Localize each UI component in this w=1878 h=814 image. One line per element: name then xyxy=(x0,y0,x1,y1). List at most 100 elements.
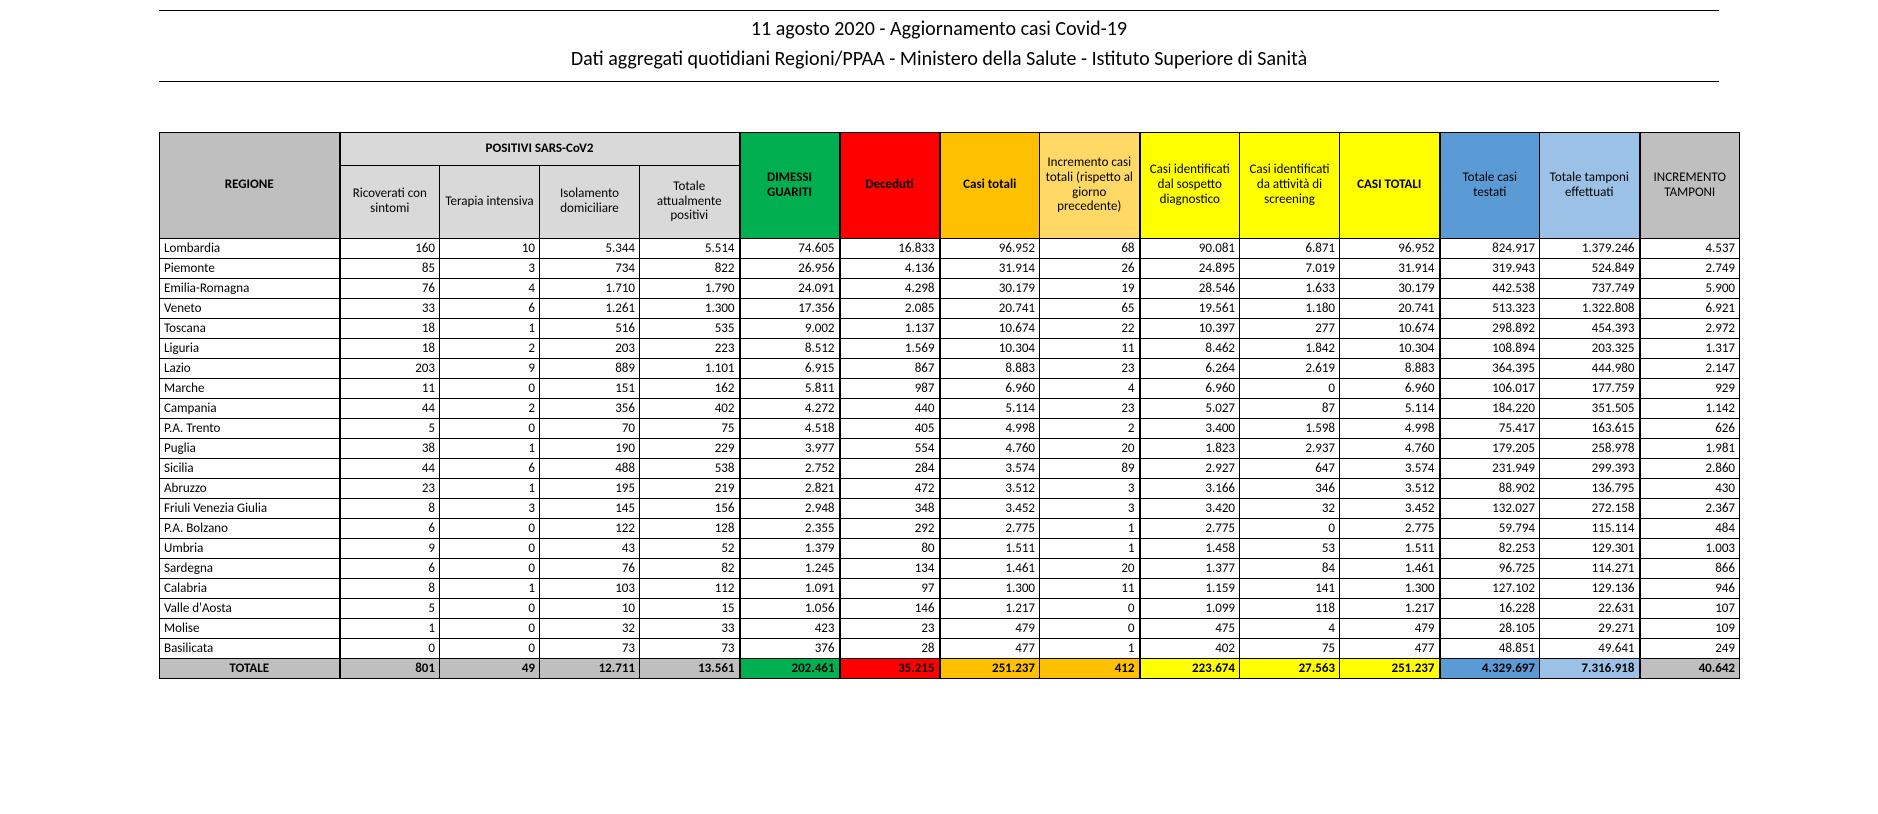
hdr-ricoverati: Ricoverati con sintomi xyxy=(340,166,440,239)
num-cell: 866 xyxy=(1640,559,1740,579)
hdr-screening: Casi identificati da attività di screeni… xyxy=(1240,133,1340,239)
num-cell: 4.537 xyxy=(1640,239,1740,259)
num-cell: 5.114 xyxy=(940,399,1040,419)
num-cell: 1.981 xyxy=(1640,439,1740,459)
num-cell: 109 xyxy=(1640,619,1740,639)
num-cell: 1.377 xyxy=(1140,559,1240,579)
num-cell: 107 xyxy=(1640,599,1740,619)
num-cell: 203 xyxy=(540,339,640,359)
num-cell: 4.298 xyxy=(840,279,940,299)
num-cell: 2.775 xyxy=(940,519,1040,539)
num-cell: 4.329.697 xyxy=(1440,659,1540,679)
table-row: Abruzzo2311952192.8214723.51233.1663463.… xyxy=(160,479,1740,499)
num-cell: 3.166 xyxy=(1140,479,1240,499)
num-cell: 202.461 xyxy=(740,659,840,679)
hdr-tamponi: Totale tamponi effettuati xyxy=(1540,133,1640,239)
table-row: Lombardia160105.3445.51474.60516.83396.9… xyxy=(160,239,1740,259)
num-cell: 292 xyxy=(840,519,940,539)
num-cell: 28.105 xyxy=(1440,619,1540,639)
title-line-2: Dati aggregati quotidiani Regioni/PPAA -… xyxy=(159,47,1719,71)
num-cell: 32 xyxy=(1240,499,1340,519)
num-cell: 132.027 xyxy=(1440,499,1540,519)
title-block: 11 agosto 2020 - Aggiornamento casi Covi… xyxy=(159,10,1719,82)
num-cell: 6 xyxy=(440,459,540,479)
table-row: Emilia-Romagna7641.7101.79024.0914.29830… xyxy=(160,279,1740,299)
num-cell: 49.641 xyxy=(1540,639,1640,659)
table-row: P.A. Trento5070754.5184054.99823.4001.59… xyxy=(160,419,1740,439)
num-cell: 7.019 xyxy=(1240,259,1340,279)
num-cell: 184.220 xyxy=(1440,399,1540,419)
num-cell: 23 xyxy=(340,479,440,499)
num-cell: 272.158 xyxy=(1540,499,1640,519)
num-cell: 68 xyxy=(1040,239,1140,259)
num-cell: 4.760 xyxy=(1340,439,1440,459)
num-cell: 146 xyxy=(840,599,940,619)
num-cell: 1.261 xyxy=(540,299,640,319)
num-cell: 70 xyxy=(540,419,640,439)
num-cell: 1.842 xyxy=(1240,339,1340,359)
num-cell: 0 xyxy=(440,539,540,559)
num-cell: 112 xyxy=(640,579,740,599)
num-cell: 1 xyxy=(1040,539,1140,559)
num-cell: 299.393 xyxy=(1540,459,1640,479)
num-cell: 554 xyxy=(840,439,940,459)
num-cell: 348 xyxy=(840,499,940,519)
num-cell: 8 xyxy=(340,579,440,599)
num-cell: 103 xyxy=(540,579,640,599)
num-cell: 5 xyxy=(340,599,440,619)
num-cell: 9 xyxy=(340,539,440,559)
num-cell: 1 xyxy=(440,439,540,459)
num-cell: 3.452 xyxy=(1340,499,1440,519)
num-cell: 3.400 xyxy=(1140,419,1240,439)
num-cell: 27.563 xyxy=(1240,659,1340,679)
num-cell: 90.081 xyxy=(1140,239,1240,259)
num-cell: 106.017 xyxy=(1440,379,1540,399)
table-row: P.A. Bolzano601221282.3552922.77512.7750… xyxy=(160,519,1740,539)
num-cell: 75 xyxy=(640,419,740,439)
num-cell: 889 xyxy=(540,359,640,379)
num-cell: 10.304 xyxy=(1340,339,1440,359)
num-cell: 442.538 xyxy=(1440,279,1540,299)
num-cell: 1.180 xyxy=(1240,299,1340,319)
num-cell: 4 xyxy=(1240,619,1340,639)
num-cell: 319.943 xyxy=(1440,259,1540,279)
num-cell: 24.091 xyxy=(740,279,840,299)
region-cell: Campania xyxy=(160,399,340,419)
num-cell: 8 xyxy=(340,499,440,519)
num-cell: 10.674 xyxy=(940,319,1040,339)
num-cell: 364.395 xyxy=(1440,359,1540,379)
table-row: Umbria9043521.379801.51111.458531.51182.… xyxy=(160,539,1740,559)
num-cell: 6 xyxy=(340,559,440,579)
num-cell: 11 xyxy=(1040,579,1140,599)
num-cell: 73 xyxy=(640,639,740,659)
num-cell: 2 xyxy=(440,399,540,419)
num-cell: 1.569 xyxy=(840,339,940,359)
num-cell: 52 xyxy=(640,539,740,559)
num-cell: 6 xyxy=(440,299,540,319)
num-cell: 5.900 xyxy=(1640,279,1740,299)
num-cell: 1 xyxy=(440,319,540,339)
num-cell: 223 xyxy=(640,339,740,359)
num-cell: 1.511 xyxy=(940,539,1040,559)
num-cell: 44 xyxy=(340,459,440,479)
table-row: Liguria1822032238.5121.56910.304118.4621… xyxy=(160,339,1740,359)
region-cell: P.A. Trento xyxy=(160,419,340,439)
num-cell: 23 xyxy=(1040,399,1140,419)
num-cell: 5.514 xyxy=(640,239,740,259)
num-cell: 65 xyxy=(1040,299,1140,319)
num-cell: 4.760 xyxy=(940,439,1040,459)
num-cell: 6.871 xyxy=(1240,239,1340,259)
num-cell: 1.217 xyxy=(940,599,1040,619)
num-cell: 484 xyxy=(1640,519,1740,539)
num-cell: 12.711 xyxy=(540,659,640,679)
num-cell: 40.642 xyxy=(1640,659,1740,679)
num-cell: 946 xyxy=(1640,579,1740,599)
num-cell: 11 xyxy=(340,379,440,399)
num-cell: 96.952 xyxy=(1340,239,1440,259)
num-cell: 2.775 xyxy=(1140,519,1240,539)
num-cell: 0 xyxy=(440,599,540,619)
num-cell: 33 xyxy=(640,619,740,639)
num-cell: 89 xyxy=(1040,459,1140,479)
num-cell: 31.914 xyxy=(1340,259,1440,279)
num-cell: 6.960 xyxy=(1140,379,1240,399)
